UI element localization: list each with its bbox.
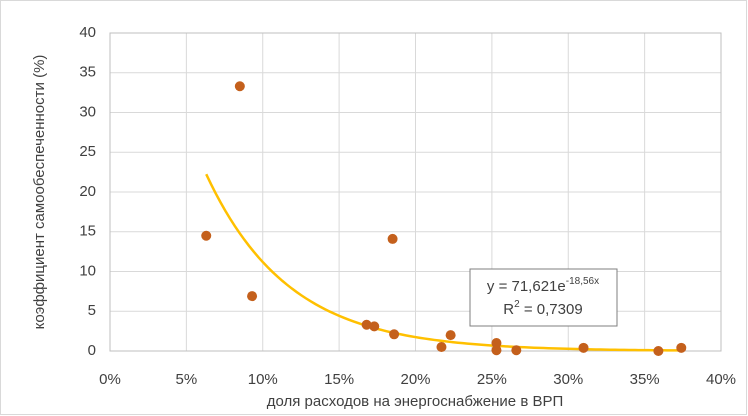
x-tick-label: 25% xyxy=(477,371,507,388)
data-point xyxy=(234,81,245,92)
equation-exponent: -18,56x xyxy=(566,276,599,287)
data-point xyxy=(436,342,447,353)
y-tick-label: 5 xyxy=(88,302,96,319)
trendline-equation: y = 71,621e-18,56x xyxy=(487,276,599,295)
y-tick-label: 25 xyxy=(79,143,96,160)
y-tick-label: 15 xyxy=(79,223,96,240)
data-point xyxy=(445,330,456,341)
y-tick-label: 30 xyxy=(79,103,96,120)
data-point xyxy=(201,230,212,241)
data-point xyxy=(389,329,400,340)
y-tick-label: 35 xyxy=(79,64,96,81)
data-point xyxy=(676,342,687,353)
equation-base: y = 71,621e xyxy=(487,278,566,295)
data-point xyxy=(511,345,522,356)
data-point xyxy=(491,345,502,356)
r-value: = 0,7309 xyxy=(520,301,583,318)
x-tick-label: 10% xyxy=(248,371,278,388)
x-tick-label: 15% xyxy=(324,371,354,388)
equation-box xyxy=(469,268,618,327)
x-tick-label: 40% xyxy=(706,371,736,388)
r-power: 2 xyxy=(514,299,520,310)
y-tick-label: 20 xyxy=(79,183,96,200)
r-symbol: R xyxy=(503,301,514,318)
data-point xyxy=(491,338,502,349)
data-point xyxy=(578,342,589,353)
r-squared: R2 = 0,7309 xyxy=(503,299,582,318)
data-point xyxy=(247,291,258,302)
data-point xyxy=(361,319,372,330)
x-tick-label: 30% xyxy=(553,371,583,388)
x-tick-label: 20% xyxy=(400,371,430,388)
x-tick-label: 0% xyxy=(99,371,121,388)
y-axis-title: коэффициент самообеспеченности (%) xyxy=(31,55,48,330)
y-tick-label: 40 xyxy=(79,24,96,41)
x-axis-title: доля расходов на энергоснабжение в ВРП xyxy=(267,393,564,410)
x-tick-label: 35% xyxy=(630,371,660,388)
plot-border xyxy=(109,32,722,352)
data-point xyxy=(369,321,380,332)
y-tick-label: 0 xyxy=(88,342,96,359)
trendline xyxy=(205,173,682,352)
x-tick-label: 5% xyxy=(176,371,198,388)
y-tick-label: 10 xyxy=(79,262,96,279)
data-point xyxy=(653,346,664,356)
data-point xyxy=(387,233,398,244)
